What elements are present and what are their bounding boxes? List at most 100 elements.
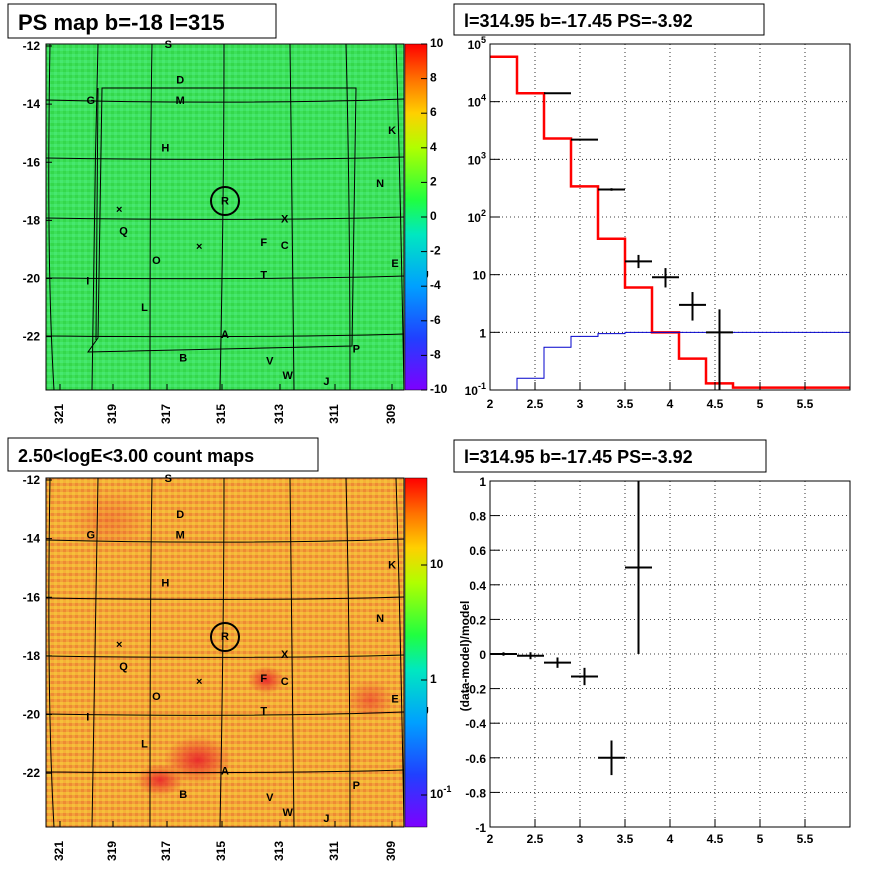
spectrum-x-tick-4.5: 4.5: [707, 397, 724, 411]
spectrum-y-tick-10: 10: [473, 269, 487, 283]
ps-source-label: D: [176, 74, 184, 86]
count-map-colorbar-ticks: 10 1 10-1: [421, 557, 451, 801]
cm-x-tick-309: 309: [384, 841, 398, 861]
ps-colorbar-tick-10: 10: [430, 36, 444, 50]
residuals-y-axis-label: (data-model)/model: [458, 601, 472, 712]
ps-source-label: R: [221, 196, 229, 208]
cm-source-label: V: [266, 792, 274, 804]
count-map-roi-circle: [210, 622, 240, 652]
ps-source-label: V: [266, 355, 274, 367]
ps-map-roi-circle: [210, 186, 240, 216]
residuals-y-tick-0.8: 0.8: [469, 510, 486, 524]
ps-x-tick-309: 309: [384, 404, 398, 424]
cm-source-label: H: [161, 577, 169, 589]
residuals-title: l=314.95 b=-17.45 PS=-3.92: [464, 447, 693, 467]
cm-source-label: N: [376, 613, 384, 625]
cm-y-tick--14: -14: [23, 532, 41, 546]
count-map-title-box: [7, 437, 319, 472]
cm-source-label: W: [282, 807, 293, 819]
cm-y-tick--18: -18: [23, 649, 41, 663]
ps-colorbar-tick-8: 8: [430, 71, 437, 85]
cm-source-label: E: [391, 694, 398, 706]
residuals-x-tick-3.5: 3.5: [617, 832, 634, 846]
ps-source-label: K: [388, 125, 396, 137]
cm-source-label: B: [179, 789, 187, 801]
ps-source-label: T: [260, 270, 267, 282]
residuals-y-tick--0.8: -0.8: [465, 786, 486, 800]
cm-source-label: X: [281, 649, 289, 661]
cm-y-tick--16: -16: [23, 590, 41, 604]
spectrum-title-box: [453, 3, 765, 36]
ps-source-label: B: [179, 352, 187, 364]
spectrum-y-tick-1: 1: [479, 326, 486, 340]
ps-colorbar-tick--6: -6: [430, 313, 441, 327]
count-map-hotspot-a: [164, 736, 232, 784]
spectrum-x-tick-4: 4: [667, 397, 674, 411]
cm-source-label: T: [260, 706, 267, 718]
ps-map-source-labels: SDGMKHNRXQFCOETUILAPBVWJ: [86, 39, 429, 388]
ps-colorbar-tick-6: 6: [430, 105, 437, 119]
cm-x-tick-313: 313: [272, 841, 286, 861]
cm-y-tick--22: -22: [23, 766, 41, 780]
cm-colorbar-tick-1: 1: [430, 672, 437, 686]
panel-residuals: l=314.95 b=-17.45 PS=-3.92 (data-model)/…: [453, 439, 851, 846]
ps-colorbar-tick--10: -10: [430, 382, 448, 396]
ps-y-tick--12: -12: [23, 39, 41, 53]
ps-source-label: E: [391, 258, 398, 270]
cm-x-tick-315: 315: [214, 841, 228, 861]
ps-x-tick-315: 315: [214, 404, 228, 424]
ps-source-label: G: [86, 95, 95, 107]
ps-x-tick-321: 321: [52, 404, 66, 424]
spectrum-y-tick-10^4: 104: [468, 93, 486, 110]
cm-source-label: D: [176, 509, 184, 521]
ps-map-title-box: [7, 3, 277, 39]
cm-source-label: K: [388, 560, 396, 572]
ps-source-label: N: [376, 178, 384, 190]
ps-x-tick-319: 319: [105, 404, 119, 424]
residuals-y-tick-0.4: 0.4: [469, 579, 486, 593]
ps-source-label: H: [161, 143, 169, 155]
cm-source-label: J: [323, 813, 329, 825]
panel-spectrum: l=314.95 b=-17.45 PS=-3.92 2 2.5 3 3.5 4 4.5 5…: [453, 3, 851, 411]
ps-colorbar-tick--4: -4: [430, 278, 441, 292]
residuals-x-tick-3: 3: [577, 832, 584, 846]
spectrum-x-tick-3: 3: [577, 397, 584, 411]
count-map-title: 2.50<logE<3.00 count maps: [18, 446, 254, 466]
residuals-y-tick--1: -1: [475, 821, 486, 835]
panel-count-map: 2.50<logE<3.00 count maps × × S D G M K H N R X Q…: [7, 437, 451, 861]
cm-x-tick-321: 321: [52, 841, 66, 861]
residuals-x-tick-4: 4: [667, 832, 674, 846]
count-map-colorbar: [404, 477, 428, 828]
cm-source-label: A: [221, 765, 229, 777]
panel-ps-map: PS map b=-18 l=315 × × SDGMKHNRXQFCOETUI…: [7, 3, 448, 424]
spectrum-x-tick-3.5: 3.5: [617, 397, 634, 411]
ps-x-tick-317: 317: [159, 404, 173, 424]
ps-map-coordinate-grid: [45, 43, 405, 391]
spectrum-x-tick-5: 5: [757, 397, 764, 411]
spectrum-y-tick-10^5: 105: [468, 35, 486, 52]
residuals-x-tick-5.5: 5.5: [797, 832, 814, 846]
ps-colorbar-tick-0: 0: [430, 209, 437, 223]
residuals-x-tick-4.5: 4.5: [707, 832, 724, 846]
count-map-hotspot-c: [248, 666, 284, 694]
cm-source-label: R: [221, 631, 229, 643]
ps-source-label: X: [281, 213, 289, 225]
count-map-cross-marker: ×: [116, 639, 122, 651]
residuals-y-tick--0.2: -0.2: [465, 683, 486, 697]
cm-source-label: G: [86, 530, 95, 542]
ps-source-label: M: [176, 95, 185, 107]
ps-y-tick--14: -14: [23, 97, 41, 111]
count-map-y-tick-labels: -12 -14 -16 -18 -20 -22: [23, 473, 52, 780]
ps-y-tick--20: -20: [23, 272, 41, 286]
spectrum-title: l=314.95 b=-17.45 PS=-3.92: [464, 11, 693, 31]
residuals-y-tick--0.4: -0.4: [465, 717, 486, 731]
spectrum-x-tick-2.5: 2.5: [527, 397, 544, 411]
residuals-x-tick-5: 5: [757, 832, 764, 846]
cm-source-label: M: [176, 530, 185, 542]
residuals-x-tick-2: 2: [487, 832, 494, 846]
spectrum-x-tick-2: 2: [487, 397, 494, 411]
ps-x-tick-311: 311: [327, 404, 341, 424]
ps-map-cross-marker: ×: [116, 204, 122, 216]
ps-source-label: L: [141, 302, 148, 314]
cm-y-tick--12: -12: [23, 473, 41, 487]
